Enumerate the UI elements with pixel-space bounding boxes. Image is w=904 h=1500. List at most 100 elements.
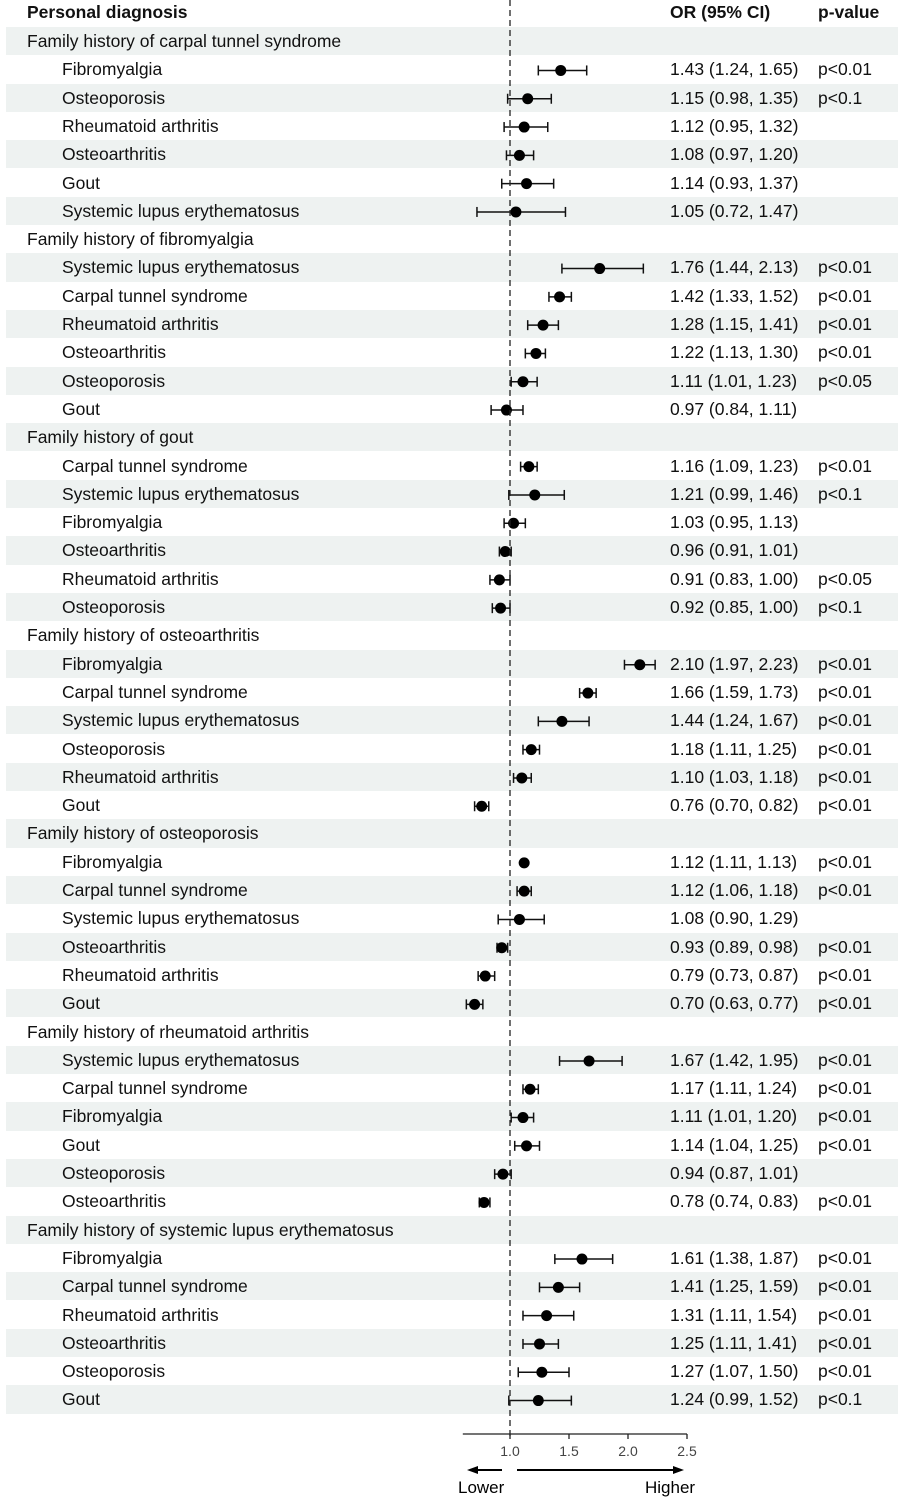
table-row: Fibromyalgia 1.03 (0.95, 1.13) <box>6 508 898 536</box>
p-value: p<0.01 <box>818 1276 873 1297</box>
or-ci-text: 0.94 (0.87, 1.01) <box>670 1163 799 1183</box>
table-row: Rheumatoid arthritis 1.12 (0.95, 1.32) <box>6 112 898 140</box>
point-estimate <box>552 1281 564 1293</box>
table-row: Systemic lupus erythematosus 1.67 (1.42, … <box>6 1045 898 1075</box>
group-title: Family history of carpal tunnel syndrome <box>27 31 342 51</box>
point-estimate <box>476 800 488 812</box>
table-row: Rheumatoid arthritis 1.31 (1.11, 1.54) p<0… <box>6 1301 898 1329</box>
table-row: Osteoarthritis 1.22 (1.13, 1.30) p<0.01 <box>6 338 898 366</box>
diagnosis-label: Osteoporosis <box>62 597 166 617</box>
table-row: Systemic lupus erythematosus 1.44 (1.24, … <box>6 706 898 735</box>
or-ci-text: 0.79 (0.73, 0.87) <box>670 964 799 985</box>
diagnosis-label: Systemic lupus erythematosus <box>62 908 300 929</box>
table-row: Systemic lupus erythematosus 1.76 (1.44, … <box>6 253 898 282</box>
point-estimate <box>508 517 520 529</box>
table-row: Fibromyalgia 1.12 (1.11, 1.13) p<0.01 <box>6 848 898 876</box>
p-value: p<0.01 <box>818 1134 873 1155</box>
header-or: OR (95% CI) <box>670 2 771 22</box>
p-value: p<0.01 <box>818 285 873 306</box>
point-estimate <box>510 206 522 218</box>
or-ci-text: 0.97 (0.84, 1.11) <box>670 398 798 419</box>
p-value: p<0.01 <box>818 1078 873 1099</box>
table-row: Osteoarthritis 0.78 (0.74, 0.83) p<0.01 <box>6 1187 898 1215</box>
table-row: Osteoporosis 1.27 (1.07, 1.50) p<0.01 <box>6 1357 898 1385</box>
group-row: Family history of fibromyalgia <box>6 225 898 253</box>
diagnosis-label: Gout <box>62 795 100 816</box>
point-estimate <box>497 1168 509 1180</box>
or-ci-text: 1.12 (1.06, 1.18) <box>670 880 799 900</box>
or-ci-text: 1.28 (1.15, 1.41) <box>670 314 799 334</box>
diagnosis-label: Carpal tunnel syndrome <box>62 455 248 476</box>
point-estimate <box>534 1338 545 1350</box>
diagnosis-label: Osteoarthritis <box>62 144 167 165</box>
p-value: p<0.01 <box>818 59 873 80</box>
p-value: p<0.01 <box>818 964 873 985</box>
table-row: Carpal tunnel syndrome 1.41 (1.25, 1.59) p… <box>6 1272 898 1301</box>
diagnosis-label: Rheumatoid arthritis <box>62 115 219 136</box>
or-ci-text: 1.25 (1.11, 1.41) <box>670 1332 798 1353</box>
table-row: Carpal tunnel syndrome 1.66 (1.59, 1.73) p… <box>6 678 898 706</box>
p-value: p<0.01 <box>818 257 873 278</box>
table-row: Fibromyalgia 1.61 (1.38, 1.87) p<0.01 <box>6 1244 898 1272</box>
diagnosis-label: Osteoporosis <box>62 370 166 391</box>
point-estimate <box>555 64 567 76</box>
diagnosis-label: Systemic lupus erythematosus <box>62 257 300 278</box>
diagnosis-label: Osteoarthritis <box>62 1191 167 1212</box>
p-value: p<0.1 <box>818 483 863 504</box>
table-row: Carpal tunnel syndrome 1.16 (1.09, 1.23) p… <box>6 452 898 480</box>
point-estimate <box>530 347 542 359</box>
x-tick-label: 2.5 <box>677 1443 697 1459</box>
diagnosis-label: Rheumatoid arthritis <box>62 766 219 787</box>
point-estimate <box>536 1366 548 1378</box>
table-row: Osteoporosis 0.92 (0.85, 1.00) p<0.1 <box>6 593 898 622</box>
point-estimate <box>499 546 511 558</box>
diagnosis-label: Fibromyalgia <box>62 1247 163 1268</box>
group-row: Family history of osteoarthritis <box>6 621 898 649</box>
p-value: p<0.01 <box>818 851 873 872</box>
table-row: Gout 0.70 (0.63, 0.77) p<0.01 <box>6 989 898 1018</box>
table-row: Rheumatoid arthritis 1.10 (1.03, 1.18) p<0… <box>6 762 898 792</box>
table-row: Osteoarthritis 0.96 (0.91, 1.01) <box>6 536 898 565</box>
or-ci-text: 1.27 (1.07, 1.50) <box>670 1361 799 1382</box>
p-value: p<0.1 <box>818 1389 863 1410</box>
or-ci-text: 1.22 (1.13, 1.30) <box>670 342 799 363</box>
diagnosis-label: Rheumatoid arthritis <box>62 314 219 334</box>
higher-label: Higher <box>645 1478 695 1497</box>
x-tick-label: 2.0 <box>618 1443 638 1459</box>
diagnosis-label: Carpal tunnel syndrome <box>62 285 248 306</box>
or-ci-text: 2.10 (1.97, 2.23) <box>670 653 799 674</box>
table-row: Gout 0.97 (0.84, 1.11) <box>6 395 898 423</box>
diagnosis-label: Systemic lupus erythematosus <box>62 710 300 731</box>
point-estimate <box>522 93 534 105</box>
or-ci-text: 1.05 (0.72, 1.47) <box>670 200 799 221</box>
point-estimate <box>524 1083 536 1095</box>
diagnosis-label: Systemic lupus erythematosus <box>62 1049 300 1070</box>
or-ci-text: 1.61 (1.38, 1.87) <box>670 1247 799 1268</box>
diagnosis-label: Gout <box>62 1134 100 1155</box>
p-value: p<0.01 <box>818 738 873 759</box>
point-estimate <box>532 1395 544 1407</box>
diagnosis-label: Carpal tunnel syndrome <box>62 681 248 702</box>
or-ci-text: 1.21 (0.99, 1.46) <box>670 483 799 504</box>
point-estimate <box>583 1055 595 1067</box>
table-row: Rheumatoid arthritis 1.28 (1.15, 1.41) p<0… <box>6 310 898 339</box>
or-ci-text: 1.12 (1.11, 1.13) <box>670 851 798 872</box>
point-estimate <box>516 772 528 784</box>
lower-arrowhead <box>467 1466 478 1474</box>
diagnosis-label: Osteoarthritis <box>62 936 167 957</box>
table-row: Fibromyalgia 1.43 (1.24, 1.65) p<0.01 <box>6 55 898 83</box>
table-row: Carpal tunnel syndrome 1.17 (1.11, 1.24) p… <box>6 1074 898 1102</box>
or-ci-text: 1.11 (1.01, 1.20) <box>670 1106 798 1127</box>
diagnosis-label: Osteoarthritis <box>62 342 167 363</box>
p-value: p<0.01 <box>818 766 873 787</box>
or-ci-text: 1.15 (0.98, 1.35) <box>670 87 799 108</box>
point-estimate <box>495 602 507 614</box>
diagnosis-label: Osteoarthritis <box>62 1332 167 1353</box>
or-ci-text: 1.08 (0.97, 1.20) <box>670 144 799 165</box>
group-row: Family history of systemic lupus erythem… <box>6 1215 898 1244</box>
p-value: p<0.05 <box>818 568 873 589</box>
point-estimate <box>493 574 505 586</box>
p-value: p<0.01 <box>818 1332 873 1353</box>
point-estimate <box>479 970 491 982</box>
